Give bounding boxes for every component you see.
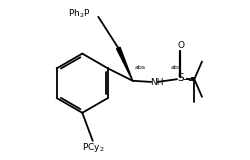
Polygon shape	[116, 47, 132, 81]
Text: PCy$_2$: PCy$_2$	[82, 141, 104, 155]
Text: S: S	[177, 73, 183, 83]
Text: abs: abs	[170, 65, 181, 70]
Text: Ph$_2$P: Ph$_2$P	[68, 7, 91, 20]
Text: O: O	[176, 41, 184, 50]
Text: NH: NH	[149, 78, 163, 87]
Text: abs: abs	[134, 65, 145, 70]
